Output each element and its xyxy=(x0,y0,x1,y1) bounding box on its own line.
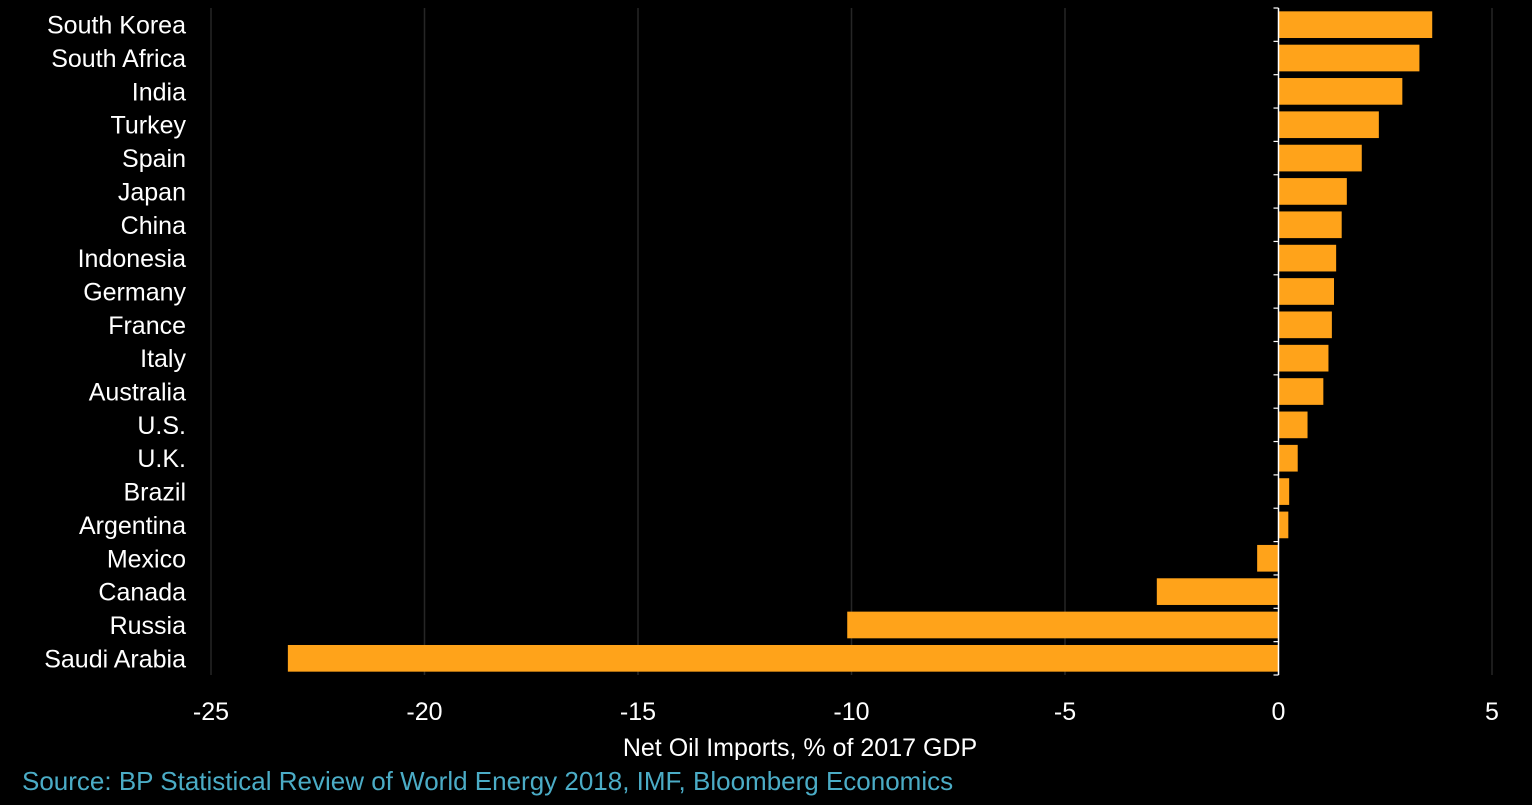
bar-russia xyxy=(847,611,1279,639)
tick-labels: -25 -20 -15 -10 -5 0 5 xyxy=(193,698,1499,726)
bar-canada xyxy=(1156,578,1279,605)
category-label: Turkey xyxy=(111,112,187,140)
category-label: Argentina xyxy=(79,512,186,540)
x-tick-label: -25 xyxy=(193,698,229,726)
source-note: Source: BP Statistical Review of World E… xyxy=(22,766,954,796)
category-label: Brazil xyxy=(123,479,186,507)
x-tick-label: -15 xyxy=(620,698,656,726)
category-label: China xyxy=(121,212,186,240)
category-label: Spain xyxy=(122,145,186,173)
bar-japan xyxy=(1278,178,1347,205)
bar-argentina xyxy=(1278,511,1289,539)
x-axis-title: Net Oil Imports, % of 2017 GDP xyxy=(623,734,977,760)
category-label: Canada xyxy=(98,579,186,607)
x-tick-label: 0 xyxy=(1272,698,1286,726)
bar-india xyxy=(1278,78,1403,105)
bar-germany xyxy=(1278,278,1335,305)
category-label: U.S. xyxy=(137,412,186,440)
category-label: U.K. xyxy=(137,445,186,473)
axes xyxy=(1273,7,1280,676)
x-tick-label: -10 xyxy=(833,698,869,726)
bar-south-africa xyxy=(1278,44,1420,72)
bar-france xyxy=(1278,311,1332,339)
category-label: Saudi Arabia xyxy=(44,645,186,673)
bar-australia xyxy=(1278,378,1324,405)
category-label: Japan xyxy=(118,178,186,206)
category-label: South Korea xyxy=(47,12,186,40)
category-label: South Africa xyxy=(51,45,186,73)
bar-spain xyxy=(1278,144,1362,172)
x-tick-label: -5 xyxy=(1054,698,1076,726)
bar-u-s- xyxy=(1278,411,1308,439)
category-label: Indonesia xyxy=(78,245,187,273)
x-tick-label: 5 xyxy=(1485,698,1499,726)
category-label: Australia xyxy=(89,379,186,407)
bar-brazil xyxy=(1278,478,1290,505)
bar-saudi-arabia xyxy=(287,644,1279,672)
bar-china xyxy=(1278,211,1342,239)
bars xyxy=(287,11,1433,672)
bar-south-korea xyxy=(1278,11,1433,39)
bar-indonesia xyxy=(1278,244,1337,272)
gridlines xyxy=(210,8,1493,675)
bar-italy xyxy=(1278,344,1329,372)
bar-chart: South Korea South Africa India Turkey Spain J… xyxy=(44,7,1499,760)
category-label: Mexico xyxy=(107,545,186,573)
bar-mexico xyxy=(1257,544,1279,572)
bar-u-k- xyxy=(1278,444,1298,472)
category-label: France xyxy=(108,312,186,340)
category-label: India xyxy=(132,78,186,106)
category-label: Italy xyxy=(140,345,186,373)
category-label: Russia xyxy=(110,612,187,640)
category-labels: South Korea South Africa India Turkey Spain J… xyxy=(44,12,186,674)
x-tick-label: -20 xyxy=(406,698,442,726)
bar-turkey xyxy=(1278,111,1379,139)
category-label: Germany xyxy=(83,278,186,306)
